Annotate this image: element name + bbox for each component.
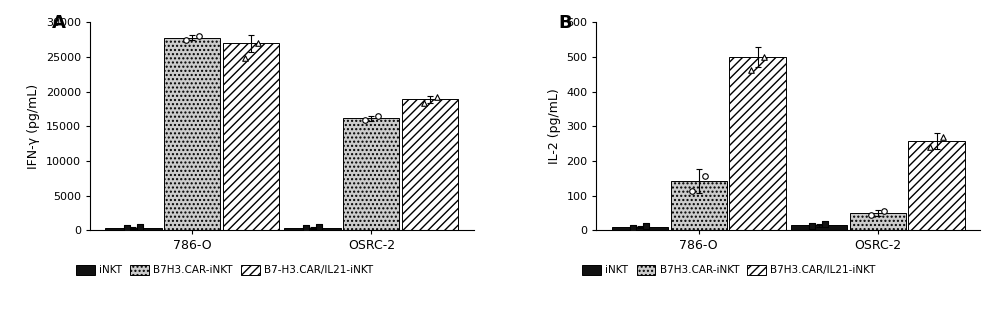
- Point: [922, 145, 938, 150]
- Bar: [729, 57, 786, 230]
- Point: [357, 117, 373, 123]
- Text: A: A: [52, 14, 66, 32]
- Point: [370, 113, 386, 118]
- Point: [132, 225, 148, 230]
- Point: [178, 37, 194, 42]
- Point: [191, 33, 207, 38]
- Y-axis label: IFN-γ (pg/mL): IFN-γ (pg/mL): [27, 84, 40, 169]
- Legend: iNKT, B7H3.CAR-iNKT, B7H3.CAR/IL21-iNKT: iNKT, B7H3.CAR-iNKT, B7H3.CAR/IL21-iNKT: [582, 265, 876, 275]
- Point: [237, 56, 253, 61]
- Point: [311, 225, 327, 230]
- Point: [625, 225, 641, 230]
- Text: B: B: [558, 14, 572, 32]
- Bar: [612, 227, 668, 230]
- Point: [817, 221, 833, 227]
- Point: [743, 68, 759, 73]
- Bar: [671, 181, 727, 230]
- Y-axis label: IL-2 (pg/mL): IL-2 (pg/mL): [548, 89, 561, 164]
- Point: [697, 173, 713, 178]
- Point: [638, 223, 654, 228]
- Bar: [850, 213, 906, 230]
- Bar: [223, 43, 279, 230]
- Bar: [343, 118, 399, 230]
- Bar: [164, 38, 220, 230]
- Point: [429, 94, 445, 99]
- Bar: [284, 228, 341, 230]
- Point: [684, 188, 700, 193]
- Point: [935, 135, 951, 140]
- Point: [863, 212, 879, 217]
- Point: [298, 225, 314, 230]
- Point: [876, 208, 892, 213]
- Bar: [791, 225, 847, 230]
- Point: [804, 224, 820, 229]
- Point: [416, 100, 432, 105]
- Bar: [908, 141, 965, 230]
- Bar: [105, 228, 162, 230]
- Bar: [402, 99, 458, 230]
- Point: [250, 40, 266, 45]
- Point: [119, 225, 135, 230]
- Legend: iNKT, B7H3.CAR-iNKT, B7-H3.CAR/IL21-iNKT: iNKT, B7H3.CAR-iNKT, B7-H3.CAR/IL21-iNKT: [76, 265, 373, 275]
- Point: [756, 54, 772, 60]
